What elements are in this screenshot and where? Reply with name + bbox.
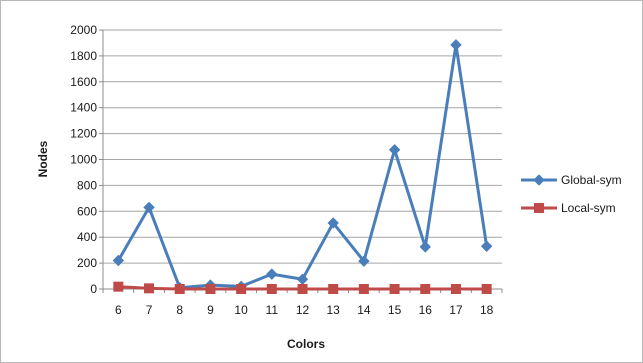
legend: Global-sym Local-sym <box>521 173 622 215</box>
x-tick-label: 15 <box>388 303 402 317</box>
data-point <box>480 240 493 252</box>
x-tick-label: 9 <box>207 303 214 317</box>
x-tick-label: 18 <box>480 303 494 317</box>
x-tick-label: 14 <box>357 303 371 317</box>
y-tick-label: 400 <box>77 230 97 244</box>
legend-label: Local-sym <box>561 201 616 215</box>
y-tick-label: 1800 <box>70 49 97 63</box>
data-point <box>205 284 216 294</box>
data-point <box>266 284 277 294</box>
y-tick-label: 200 <box>77 256 97 270</box>
y-tick-label: 800 <box>77 178 97 192</box>
data-point <box>143 201 155 214</box>
y-tick-label: 1400 <box>70 101 97 115</box>
y-tick-label: 600 <box>77 204 97 218</box>
x-tick-label: 10 <box>234 303 248 317</box>
legend-item: Local-sym <box>521 201 616 215</box>
x-tick-labels: 6 7 8 9 10 11 12 13 14 15 16 17 18 <box>115 303 494 317</box>
data-point <box>113 281 124 292</box>
data-point <box>450 39 462 51</box>
y-tick-label: 1600 <box>70 75 97 89</box>
legend-label: Global-sym <box>561 173 622 187</box>
x-axis-title: Colors <box>287 337 325 351</box>
data-point <box>236 284 247 294</box>
x-tick-label: 6 <box>115 303 122 317</box>
x-tick-label: 13 <box>327 303 341 317</box>
series-layer <box>112 39 493 294</box>
data-point <box>327 217 339 229</box>
series-local-sym <box>113 281 492 294</box>
y-tick-label: 1000 <box>70 153 97 167</box>
data-point <box>358 255 370 267</box>
grid-lines <box>103 29 502 264</box>
data-point <box>481 284 492 294</box>
series-global-sym <box>112 39 493 294</box>
x-tick-label: 12 <box>296 303 310 317</box>
y-tick-label: 2000 <box>70 23 97 37</box>
data-point <box>358 284 369 294</box>
y-tick-label: 1200 <box>70 127 97 141</box>
data-point <box>174 284 185 294</box>
data-point <box>388 144 401 156</box>
x-tick-label: 17 <box>449 303 463 317</box>
data-point <box>266 268 278 280</box>
y-tick-labels: 0 200 400 600 800 1000 1200 1400 1600 1800 2000 <box>70 23 97 296</box>
data-point <box>144 283 155 294</box>
data-point <box>419 241 431 253</box>
legend-item: Global-sym <box>521 173 622 187</box>
legend-marker <box>534 203 544 213</box>
data-point <box>420 284 431 294</box>
x-tick-label: 7 <box>146 303 153 317</box>
axes <box>99 29 503 293</box>
data-point <box>450 284 461 294</box>
y-tick-label: 0 <box>90 282 97 296</box>
data-point <box>297 284 308 294</box>
x-tick-label: 8 <box>176 303 183 317</box>
data-point <box>389 284 400 294</box>
data-point <box>112 254 125 267</box>
y-axis-title: Nodes <box>36 140 50 177</box>
legend-marker <box>533 174 545 186</box>
x-tick-label: 16 <box>419 303 433 317</box>
data-point <box>328 284 339 294</box>
x-tick-label: 11 <box>266 303 279 317</box>
